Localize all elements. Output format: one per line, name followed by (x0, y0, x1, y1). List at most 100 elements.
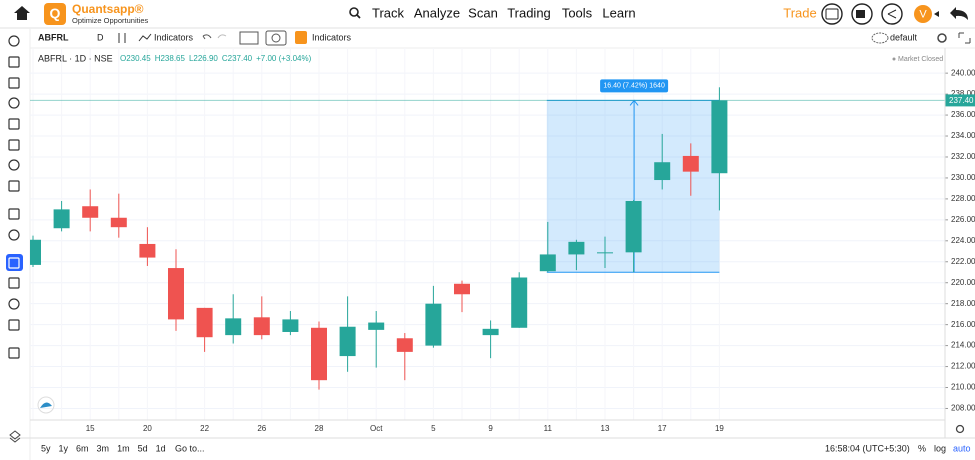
tool-icon[interactable] (8, 56, 20, 68)
candle-body (311, 327, 327, 381)
back-icon[interactable] (950, 7, 968, 20)
nav-item[interactable]: Analyze (414, 5, 460, 20)
candle-body (139, 243, 156, 258)
nav-item[interactable]: Tools (562, 5, 593, 20)
candle-body (654, 162, 671, 181)
legend-open: O230.45 (120, 54, 151, 63)
compare-icon[interactable] (239, 31, 259, 45)
interval[interactable]: D (97, 32, 104, 42)
share-icon (887, 9, 897, 19)
tool-icon[interactable] (8, 347, 20, 359)
tool-icon[interactable] (8, 77, 20, 89)
x-tick-label: 17 (658, 424, 667, 433)
tool-icon[interactable] (8, 257, 20, 269)
market-status: Market Closed (898, 56, 943, 63)
range-button[interactable]: 1m (117, 443, 130, 453)
x-tick-label: 28 (315, 424, 324, 433)
candle-body (539, 254, 556, 272)
tool-icon[interactable] (8, 277, 20, 289)
candle-type-icon[interactable] (118, 33, 126, 43)
y-tick-label: 218.00 (951, 299, 975, 308)
top-nav (0, 0, 975, 28)
legend-close: C237.40 (222, 54, 253, 63)
layout-name[interactable]: default (890, 32, 918, 42)
indicators2-icon[interactable] (295, 31, 307, 44)
candle-body (30, 239, 41, 265)
auto-toggle[interactable]: auto (953, 443, 971, 453)
candle-body (82, 206, 99, 218)
indicators-button[interactable]: Indicators (154, 32, 194, 42)
indicators-icon[interactable] (138, 33, 152, 42)
layout-icon[interactable] (871, 32, 889, 44)
logo[interactable] (44, 3, 66, 25)
nav-item[interactable]: Scan (468, 5, 498, 20)
range-button[interactable]: 6m (76, 443, 89, 453)
status-dot (892, 57, 896, 61)
y-tick-label: 228.00 (951, 194, 975, 203)
tool-icon[interactable] (8, 319, 20, 331)
goto[interactable]: Go to... (175, 443, 205, 453)
candle-body (511, 277, 528, 328)
candle-body (711, 100, 728, 174)
range-button[interactable]: 5y (41, 443, 51, 453)
share-button[interactable] (881, 3, 903, 25)
range-button[interactable]: 1y (59, 443, 69, 453)
x-tick-label: 5 (431, 424, 436, 433)
range-button[interactable]: 1d (156, 443, 166, 453)
candle-body (682, 155, 699, 172)
candle-body (282, 319, 299, 332)
video-button[interactable] (851, 3, 873, 25)
undo[interactable] (202, 34, 212, 40)
candle-body (168, 268, 184, 320)
y-tick-label: 222.00 (951, 257, 975, 266)
home-icon[interactable] (14, 6, 30, 20)
tool-icon[interactable] (8, 118, 20, 130)
avatar[interactable] (914, 5, 932, 23)
redo[interactable] (217, 34, 227, 39)
tool-icon[interactable] (8, 298, 20, 310)
legend-change: +7.00 (+3.04%) (256, 54, 311, 63)
trade-link[interactable]: Trade (783, 5, 816, 20)
y-tick-label: 238.00 (951, 89, 975, 98)
legend-low: L226.90 (189, 54, 218, 63)
layers-icon[interactable] (9, 430, 21, 443)
candle-body (625, 200, 642, 253)
nav-item[interactable]: Track (372, 5, 405, 20)
tool-icon[interactable] (8, 208, 20, 220)
tool-icon[interactable] (8, 97, 20, 109)
last-price-label: 237.40 (949, 96, 974, 105)
y-tick-label: 234.00 (951, 131, 975, 140)
avatar-caret[interactable] (934, 11, 939, 17)
y-tick-label: 224.00 (951, 236, 975, 245)
window-icon (825, 8, 839, 20)
settings-icon[interactable] (937, 33, 947, 43)
tool-icon[interactable] (8, 159, 20, 171)
nav-item[interactable]: Learn (602, 5, 635, 20)
search-icon[interactable] (349, 7, 359, 17)
avatar-letter: V (919, 8, 927, 20)
percent-toggle[interactable]: % (918, 443, 926, 453)
bar-icon[interactable] (265, 30, 287, 46)
y-tick-label: 236.00 (951, 110, 975, 119)
tagline: Optimize Opportunities (72, 16, 149, 25)
x-tick-label: 22 (200, 424, 209, 433)
window-button[interactable] (821, 3, 843, 25)
range-button[interactable]: 5d (138, 443, 148, 453)
x-tick-label: 26 (257, 424, 266, 433)
tool-icon[interactable] (8, 180, 20, 192)
watermark-ring (37, 396, 55, 414)
indicators2-button[interactable]: Indicators (312, 32, 352, 42)
refresh-icon[interactable] (271, 33, 281, 43)
candle-body (368, 322, 385, 330)
range-button[interactable]: 3m (97, 443, 110, 453)
tool-icon[interactable] (8, 229, 20, 241)
symbol[interactable]: ABFRL (38, 32, 69, 42)
nav-item[interactable]: Trading (507, 5, 551, 20)
legend-high: H238.65 (155, 54, 186, 63)
fullscreen-icon[interactable] (958, 32, 971, 44)
tool-icon[interactable] (8, 35, 20, 47)
log-toggle[interactable]: log (934, 443, 946, 453)
tool-icon[interactable] (8, 139, 20, 151)
axis-settings[interactable] (955, 424, 965, 434)
